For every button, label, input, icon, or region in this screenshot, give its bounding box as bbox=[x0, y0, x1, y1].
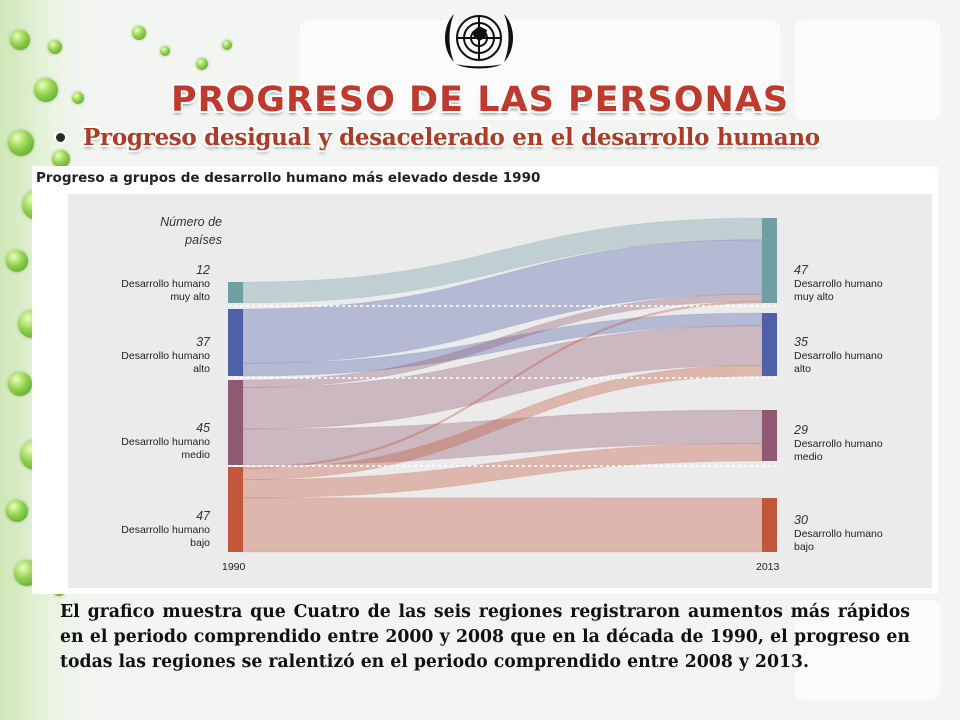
node-1990-value: 47 bbox=[196, 509, 211, 523]
background-tile bbox=[795, 20, 940, 120]
chart-plot-background bbox=[68, 194, 932, 588]
node-2013-bajo bbox=[762, 498, 777, 552]
node-1990-label: bajo bbox=[190, 537, 210, 549]
node-2013-value: 47 bbox=[794, 263, 809, 277]
node-1990-label: Desarrollo humano bbox=[121, 436, 210, 448]
node-2013-value: 35 bbox=[794, 335, 808, 349]
node-2013-value: 30 bbox=[794, 513, 808, 527]
bullet-text: Progreso desigual y desacelerado en el d… bbox=[83, 124, 820, 151]
divider-group bbox=[228, 305, 777, 467]
background-tile bbox=[300, 20, 780, 120]
node-1990-label: Desarrollo humano bbox=[121, 524, 210, 536]
un-emblem-icon bbox=[445, 14, 513, 69]
bubble-decoration bbox=[160, 46, 170, 56]
node-1990-medio bbox=[228, 380, 243, 465]
x-label-2013: 2013 bbox=[756, 561, 780, 573]
node-1990-label: alto bbox=[193, 363, 210, 375]
node-1990-label: medio bbox=[181, 449, 210, 461]
node-2013-alto bbox=[762, 313, 777, 376]
node-1990-value: 45 bbox=[196, 421, 210, 435]
node-1990-label: Desarrollo humano bbox=[121, 350, 210, 362]
flow-bajo-to-bajo bbox=[242, 497, 763, 553]
bubble-decoration bbox=[8, 372, 32, 396]
node-2013-label: medio bbox=[794, 451, 823, 463]
left-header-label: países bbox=[184, 233, 222, 247]
node-2013-label: bajo bbox=[794, 541, 814, 553]
bubble-decoration bbox=[222, 40, 232, 50]
bubble-decoration bbox=[196, 58, 208, 70]
bubble-decoration bbox=[132, 26, 146, 40]
slide-title: PROGRESO DE LAS PERSONAS bbox=[170, 80, 790, 120]
node-2013-label: Desarrollo humano bbox=[794, 438, 883, 450]
chart-container: Progreso a grupos de desarrollo humano m… bbox=[32, 166, 938, 594]
node-1990-value: 37 bbox=[196, 335, 211, 349]
bubble-decoration bbox=[176, 86, 184, 94]
node-2013-label: Desarrollo humano bbox=[794, 528, 883, 540]
node-1990-label: Desarrollo humano bbox=[121, 278, 210, 290]
caption-text: El grafico muestra que Cuatro de las sei… bbox=[60, 602, 910, 672]
bubble-decoration bbox=[6, 500, 28, 522]
node-1990-alto bbox=[228, 309, 243, 376]
bubble-decoration bbox=[8, 130, 34, 156]
bullet-item: Progreso desigual y desacelerado en el d… bbox=[50, 124, 950, 162]
chart-title: Progreso a grupos de desarrollo humano m… bbox=[36, 170, 541, 186]
bubble-decoration bbox=[6, 250, 28, 272]
node-2013-label: alto bbox=[794, 363, 811, 375]
node-2013-label: Desarrollo humano bbox=[794, 350, 883, 362]
background-tile bbox=[795, 600, 940, 700]
node-2013-label: muy alto bbox=[794, 291, 834, 303]
node-2013-medio bbox=[762, 410, 777, 461]
bubble-decoration bbox=[52, 150, 70, 168]
left-header-label: Número de bbox=[160, 215, 222, 229]
bubble-decoration bbox=[72, 92, 84, 104]
bullet-icon bbox=[56, 133, 65, 142]
node-1990-label: muy alto bbox=[170, 291, 210, 303]
node-1990-muy_alto bbox=[228, 282, 243, 303]
node-1990-value: 12 bbox=[196, 263, 210, 277]
node-2013-value: 29 bbox=[793, 423, 808, 437]
node-2013-label: Desarrollo humano bbox=[794, 278, 883, 290]
bubble-decoration bbox=[34, 78, 58, 102]
flow-group bbox=[242, 217, 763, 553]
x-label-1990: 1990 bbox=[222, 561, 246, 573]
bubble-decoration bbox=[48, 40, 62, 54]
node-group bbox=[228, 218, 777, 552]
node-1990-bajo bbox=[228, 467, 243, 552]
bubble-decoration bbox=[10, 30, 30, 50]
node-2013-muy_alto bbox=[762, 218, 777, 303]
